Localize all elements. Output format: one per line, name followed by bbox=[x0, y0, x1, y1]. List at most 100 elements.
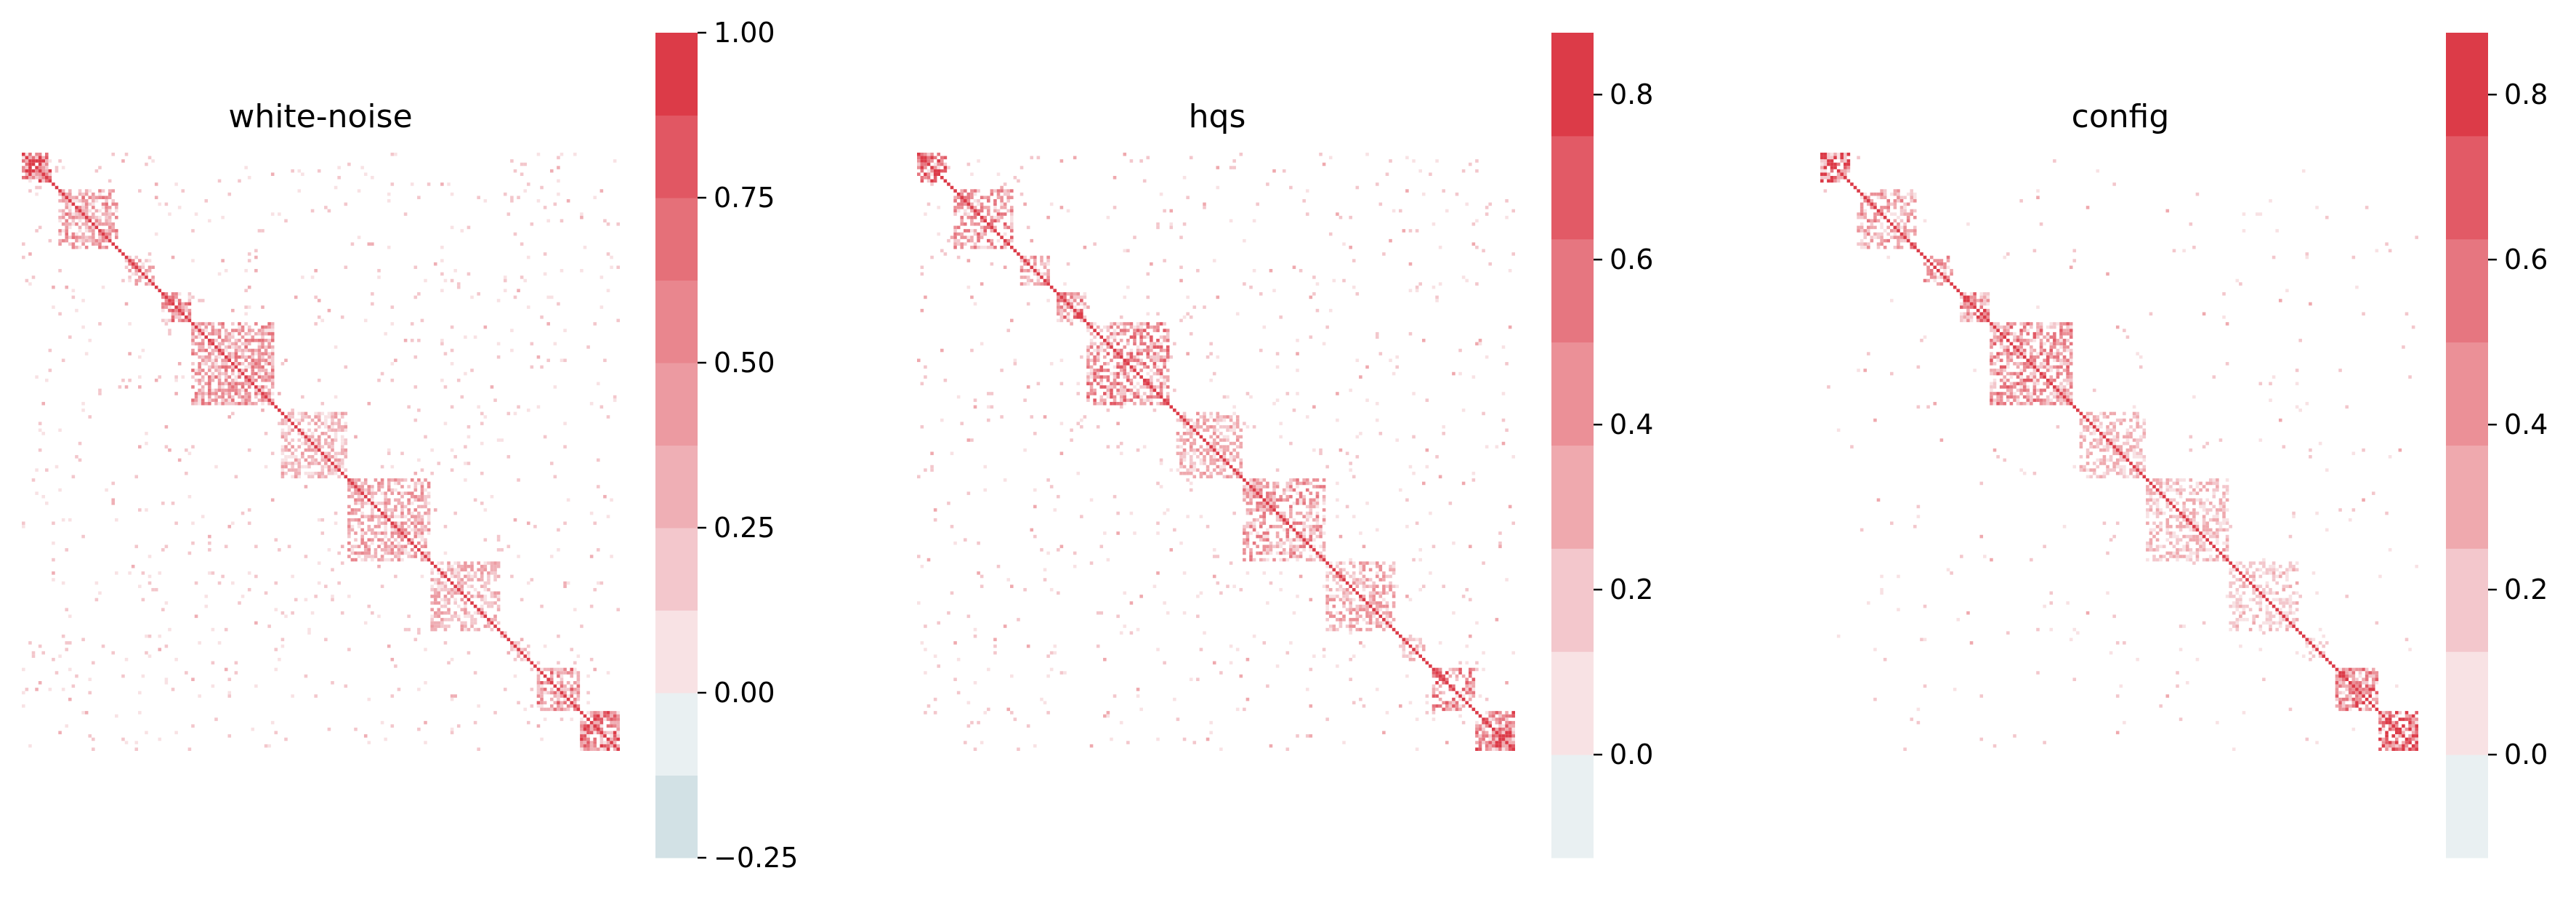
heatmap-cell bbox=[1336, 418, 1339, 422]
heatmap-cell bbox=[294, 598, 298, 602]
heatmap-diagonal-cell bbox=[400, 531, 404, 535]
heatmap-cell bbox=[924, 375, 927, 379]
heatmap-cell bbox=[610, 724, 613, 728]
heatmap-cell bbox=[417, 504, 421, 509]
heatmap-cell bbox=[217, 322, 222, 326]
heatmap-cell bbox=[1129, 358, 1134, 363]
heatmap-diagonal-cell bbox=[1070, 305, 1073, 309]
heatmap-cell bbox=[138, 278, 142, 283]
heatmap-diagonal-cell bbox=[247, 378, 251, 382]
heatmap-cell bbox=[397, 548, 401, 552]
heatmap-cell bbox=[254, 362, 258, 366]
heatmap-cell bbox=[1073, 315, 1077, 319]
heatmap-cell bbox=[1046, 215, 1050, 220]
heatmap-cell bbox=[1046, 711, 1050, 715]
heatmap-cell bbox=[148, 259, 152, 262]
heatmap-cell bbox=[247, 375, 251, 379]
heatmap-cell bbox=[287, 411, 291, 416]
heatmap-cell bbox=[546, 219, 550, 223]
heatmap-cell bbox=[1232, 432, 1236, 435]
heatmap-cell bbox=[480, 441, 484, 446]
heatmap-cell bbox=[1378, 578, 1383, 582]
heatmap-cell bbox=[1226, 584, 1230, 588]
heatmap-cell bbox=[467, 462, 471, 465]
heatmap-cell bbox=[221, 574, 225, 579]
heatmap-cell bbox=[596, 581, 600, 585]
heatmap-diagonal-cell bbox=[1389, 624, 1392, 628]
heatmap-cell bbox=[217, 352, 222, 355]
heatmap-cell bbox=[254, 249, 258, 253]
heatmap-cell bbox=[221, 362, 225, 366]
heatmap-cell bbox=[1349, 608, 1352, 611]
heatmap-cell bbox=[1126, 371, 1130, 376]
heatmap-cell bbox=[1289, 504, 1293, 509]
heatmap-cell bbox=[317, 425, 321, 429]
heatmap-cell bbox=[78, 246, 82, 249]
heatmap-cell bbox=[1150, 369, 1153, 372]
heatmap-cell bbox=[480, 568, 484, 572]
heatmap-cell bbox=[194, 342, 198, 346]
heatmap-cell bbox=[560, 707, 564, 712]
heatmap-cell bbox=[536, 677, 541, 681]
heatmap-cell bbox=[1482, 411, 1485, 416]
heatmap-diagonal-cell bbox=[450, 581, 454, 585]
heatmap-cell bbox=[304, 485, 308, 488]
heatmap-cell bbox=[1398, 209, 1402, 213]
heatmap-cell bbox=[387, 246, 391, 249]
heatmap-cell bbox=[1275, 518, 1280, 522]
heatmap-cell bbox=[238, 331, 241, 336]
heatmap-cell bbox=[231, 385, 235, 389]
heatmap-cell bbox=[191, 331, 195, 336]
heatmap-cell bbox=[966, 238, 971, 243]
heatmap-cell bbox=[1339, 587, 1343, 592]
heatmap-cell bbox=[1262, 538, 1267, 542]
heatmap-cell bbox=[440, 182, 444, 186]
heatmap-cell bbox=[953, 242, 957, 246]
heatmap-cell bbox=[94, 238, 99, 243]
heatmap-diagonal-cell bbox=[1179, 415, 1183, 419]
heatmap-cell bbox=[480, 595, 484, 598]
heatmap-cell bbox=[563, 358, 567, 363]
heatmap-cell bbox=[1189, 468, 1193, 472]
heatmap-cell bbox=[1203, 418, 1206, 422]
heatmap-cell bbox=[1212, 371, 1216, 376]
heatmap-cell bbox=[1389, 238, 1392, 243]
heatmap-cell bbox=[1129, 369, 1134, 372]
heatmap-cell bbox=[294, 458, 298, 462]
heatmap-cell bbox=[400, 525, 404, 528]
colorbar-white-noise: 1.000.750.500.250.00−0.25 bbox=[655, 17, 798, 874]
heatmap-cell bbox=[560, 684, 564, 688]
heatmap-cell bbox=[141, 598, 145, 602]
heatmap-cell bbox=[487, 604, 490, 608]
heatmap-cell bbox=[344, 425, 348, 429]
heatmap-cell bbox=[1126, 352, 1130, 355]
heatmap-cell bbox=[280, 362, 285, 366]
heatmap-cell bbox=[1339, 534, 1343, 539]
heatmap-cell bbox=[493, 571, 497, 575]
heatmap-cell bbox=[926, 176, 931, 180]
heatmap-cell bbox=[394, 555, 397, 558]
heatmap-cell bbox=[1355, 578, 1360, 582]
heatmap-cell bbox=[1169, 468, 1174, 472]
colorbar-segment bbox=[655, 198, 698, 281]
heatmap-cell bbox=[1203, 631, 1206, 635]
heatmap-cell bbox=[354, 488, 358, 492]
heatmap-cell bbox=[490, 571, 494, 575]
heatmap-cell bbox=[563, 667, 567, 672]
heatmap-cell bbox=[48, 688, 52, 691]
heatmap-cell bbox=[487, 561, 490, 565]
heatmap-white-noise bbox=[22, 153, 620, 751]
heatmap-cell bbox=[1415, 644, 1419, 648]
heatmap-cell bbox=[1136, 362, 1140, 366]
heatmap-cell bbox=[394, 515, 397, 518]
heatmap-cell bbox=[241, 401, 245, 406]
heatmap-cell bbox=[78, 441, 82, 446]
heatmap-cell bbox=[1163, 358, 1166, 363]
heatmap-cell bbox=[1057, 318, 1060, 323]
heatmap-cell bbox=[1033, 504, 1037, 509]
heatmap-cell bbox=[357, 498, 361, 502]
heatmap-cell bbox=[576, 671, 581, 675]
heatmap-cell bbox=[1020, 259, 1024, 262]
heatmap-cell bbox=[267, 339, 271, 342]
heatmap-cell bbox=[1026, 278, 1030, 283]
